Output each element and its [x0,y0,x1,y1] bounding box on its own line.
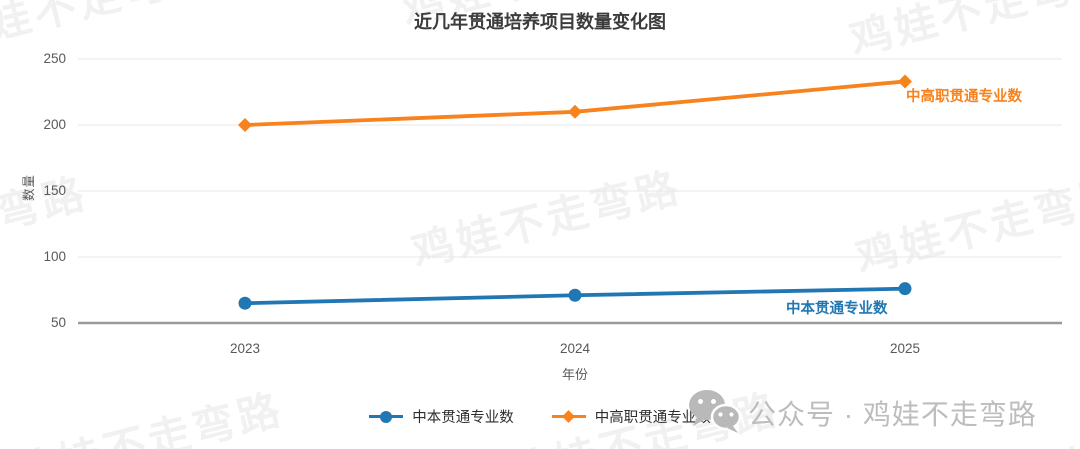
legend-item-zhonggaozhi: 中高职贯通专业数 [551,406,711,427]
data-point-marker [568,288,582,302]
data-point-marker [898,282,912,296]
y-tick-label: 200 [43,117,66,132]
legend-label: 中高职贯通专业数 [594,410,711,426]
x-tick-label: 2023 [229,341,261,356]
data-point-marker [238,296,252,310]
y-axis-tick-labels: 50 100 150 200 250 [0,0,66,449]
x-axis-tick-labels: 2023 2024 2025 [0,341,1080,361]
y-tick-label: 100 [43,249,66,264]
chart-title: 近几年贯通培养项目数量变化图 [414,12,666,32]
x-tick-label: 2025 [889,341,921,356]
legend-label: 中本贯通专业数 [412,410,514,426]
data-point-marker [898,74,912,89]
legend-marker-circle-icon [369,410,404,424]
legend-marker-diamond-icon [551,410,586,424]
wechat-icon [686,388,742,439]
x-axis-title: 年份 [561,367,588,382]
wechat-account-watermark: 公众号 · 鸡娃不走弯路 [748,399,1037,430]
chart-legend: 中本贯通专业数 中高职贯通专业数 [0,406,1080,427]
y-tick-label: 50 [50,315,66,330]
series-label-zhongben: 中本贯通专业数 [786,301,888,317]
x-tick-label: 2024 [559,341,591,356]
y-axis-title: 数量 [22,173,37,202]
data-point-marker [238,118,252,132]
series-label-zhonggaozhi: 中高职贯通专业数 [906,89,1022,105]
data-point-marker [568,104,582,119]
y-tick-label: 250 [43,51,66,66]
legend-item-zhongben: 中本贯通专业数 [369,406,514,427]
y-tick-label: 150 [43,183,66,198]
